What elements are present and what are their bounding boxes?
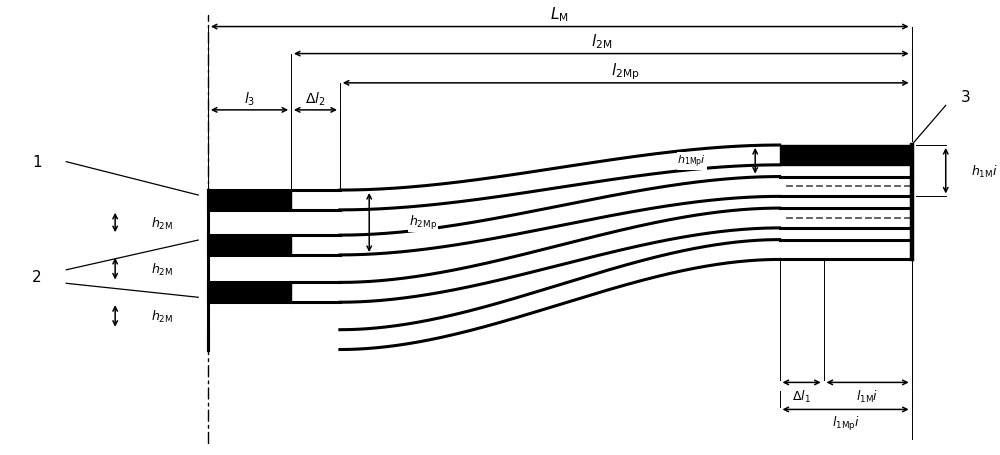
Text: $h_\mathrm{2M}$: $h_\mathrm{2M}$ xyxy=(151,215,173,231)
Text: $h_\mathrm{2Mp}$: $h_\mathrm{2Mp}$ xyxy=(409,214,437,232)
Text: $l_\mathrm{2M}$: $l_\mathrm{2M}$ xyxy=(591,33,612,51)
Text: $h_\mathrm{1M}i$: $h_\mathrm{1M}i$ xyxy=(971,163,998,179)
Text: $L_\mathrm{M}$: $L_\mathrm{M}$ xyxy=(550,5,569,24)
Text: $l_\mathrm{1M}i$: $l_\mathrm{1M}i$ xyxy=(856,388,879,404)
Text: $h_\mathrm{2M}$: $h_\mathrm{2M}$ xyxy=(151,308,173,324)
Text: 1: 1 xyxy=(32,155,42,170)
Text: $l_3$: $l_3$ xyxy=(244,90,255,108)
Text: $h_\mathrm{2M}$: $h_\mathrm{2M}$ xyxy=(151,261,173,277)
Text: 2: 2 xyxy=(32,269,42,284)
Text: 3: 3 xyxy=(960,90,970,105)
Text: $\Delta l_1$: $\Delta l_1$ xyxy=(792,388,811,404)
Text: $h_\mathrm{1Mp}i$: $h_\mathrm{1Mp}i$ xyxy=(677,153,706,170)
Text: $\Delta l_2$: $\Delta l_2$ xyxy=(305,90,326,108)
Text: $l_\mathrm{2Mp}$: $l_\mathrm{2Mp}$ xyxy=(611,61,640,81)
Text: $l_\mathrm{1Mp}i$: $l_\mathrm{1Mp}i$ xyxy=(832,414,860,432)
